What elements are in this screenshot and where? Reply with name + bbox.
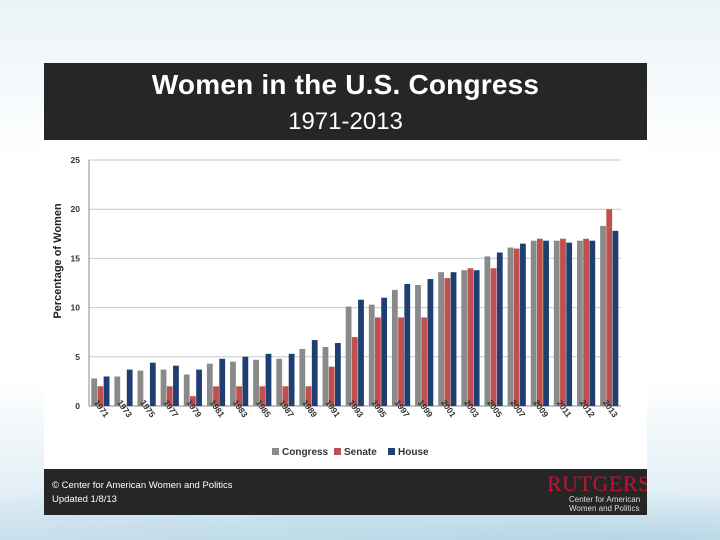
bar-congress-1993 <box>345 306 352 406</box>
bar-senate-1977 <box>166 386 173 406</box>
bar-senate-1979 <box>189 396 196 406</box>
bar-house-1987 <box>288 353 295 406</box>
bar-congress-2011 <box>553 240 560 406</box>
y-tick-labels: 0 5 10 15 20 25 <box>71 155 81 411</box>
bar-senate-1981 <box>213 386 219 406</box>
bar-senate-1999 <box>421 317 428 406</box>
bar-congress-1973 <box>114 376 121 406</box>
bar-house-2003 <box>473 270 480 406</box>
bar-house-1995 <box>381 297 388 406</box>
bar-congress-1979 <box>183 374 190 406</box>
title-banner: Women in the U.S. Congress 1971-2013 <box>44 63 647 140</box>
bar-congress-2001 <box>438 272 445 406</box>
logo-subtitle-line2: Women and Politics <box>569 504 640 513</box>
slide: Women in the U.S. Congress 1971-2013 197… <box>44 63 647 515</box>
bar-house-1999 <box>427 279 434 406</box>
slide-title: Women in the U.S. Congress <box>151 69 540 100</box>
bar-senate-2005 <box>490 268 497 406</box>
bar-house-1985 <box>265 353 272 406</box>
bar-senate-1993 <box>351 337 358 406</box>
y-tick-label: 5 <box>75 352 80 362</box>
bar-house-1979 <box>196 369 202 406</box>
bar-senate-2007 <box>513 248 520 406</box>
footer-banner: © Center for American Women and Politics… <box>44 469 647 515</box>
bar-congress-2003 <box>461 270 468 406</box>
rutgers-logo: RUTGERS Center for American Women and Po… <box>547 471 647 514</box>
legend-swatch-senate <box>334 448 341 455</box>
bar-house-2007 <box>520 243 526 406</box>
y-tick-label: 0 <box>75 401 80 411</box>
bar-senate-2001 <box>444 278 451 406</box>
bar-congress-1989 <box>299 348 306 406</box>
bar-senate-1971 <box>97 386 104 406</box>
bar-chart: 1971 1973 1975 1977 1979 1981 1983 1985 1987 1989… <box>52 155 621 458</box>
bar-house-1981 <box>219 358 226 406</box>
bar-house-1975 <box>149 362 156 406</box>
bar-senate-2009 <box>536 238 543 406</box>
chart-bars <box>91 209 619 406</box>
bar-house-2011 <box>566 242 573 406</box>
y-tick-label: 20 <box>71 204 81 214</box>
bar-congress-1983 <box>230 361 236 406</box>
bar-house-2009 <box>543 240 549 406</box>
legend-label-congress: Congress <box>282 447 329 458</box>
bar-house-1997 <box>404 283 411 406</box>
bar-house-1973 <box>126 369 133 406</box>
bar-congress-1985 <box>253 359 259 406</box>
bar-congress-1977 <box>160 369 167 406</box>
copyright-text: © Center for American Women and Politics <box>52 480 233 491</box>
bar-congress-1995 <box>368 304 375 406</box>
bar-senate-1985 <box>259 386 266 406</box>
bar-house-2012 <box>589 240 596 406</box>
bar-house-1991 <box>334 343 341 406</box>
bar-congress-2009 <box>530 240 537 406</box>
bar-senate-2011 <box>560 238 566 406</box>
bar-house-2001 <box>450 272 457 406</box>
y-tick-label: 25 <box>71 155 81 165</box>
y-axis-label: Percentage of Women <box>52 203 64 319</box>
y-tick-label: 10 <box>71 303 81 313</box>
bar-house-1989 <box>311 340 318 406</box>
legend-swatch-house <box>388 448 395 455</box>
bar-congress-1971 <box>91 378 98 406</box>
bar-senate-1983 <box>236 386 243 406</box>
logo-subtitle-line1: Center for American <box>569 495 641 504</box>
bar-congress-1997 <box>391 289 398 406</box>
bar-senate-1997 <box>398 317 404 406</box>
bar-congress-1999 <box>415 284 421 406</box>
bar-house-2013 <box>612 230 619 406</box>
bar-senate-2003 <box>467 268 474 406</box>
bar-house-1977 <box>173 365 179 406</box>
logo-wordmark: RUTGERS <box>547 471 647 496</box>
legend-swatch-congress <box>272 448 279 455</box>
bar-senate-1991 <box>328 366 335 406</box>
legend-label-senate: Senate <box>344 447 377 458</box>
credit-block: © Center for American Women and Politics… <box>52 479 233 507</box>
x-tick-labels: 1971 1973 1975 1977 1979 1981 1983 1985 1987 1989… <box>92 398 620 419</box>
bar-congress-2013 <box>600 225 606 406</box>
bar-senate-1995 <box>375 317 381 406</box>
chart-legend: Congress Senate House <box>272 447 429 458</box>
bar-house-1983 <box>242 356 249 406</box>
bar-congress-1991 <box>322 346 329 406</box>
slide-subtitle: 1971-2013 <box>288 108 403 135</box>
bar-congress-1987 <box>276 358 283 406</box>
bar-senate-2013 <box>606 209 613 406</box>
bar-congress-2007 <box>507 247 514 406</box>
legend-label-house: House <box>398 447 429 458</box>
bar-house-1993 <box>358 299 364 406</box>
y-tick-label: 15 <box>71 253 81 263</box>
bar-senate-2012 <box>583 238 590 406</box>
bar-house-1971 <box>103 376 110 406</box>
updated-text: Updated 1/8/13 <box>52 494 117 505</box>
bar-senate-1987 <box>282 386 289 406</box>
bar-congress-1981 <box>206 363 213 406</box>
bar-congress-2005 <box>484 256 491 406</box>
bar-congress-1975 <box>137 370 144 406</box>
bar-congress-2012 <box>577 240 583 406</box>
bar-house-2005 <box>496 252 503 406</box>
bar-senate-1989 <box>305 386 312 406</box>
